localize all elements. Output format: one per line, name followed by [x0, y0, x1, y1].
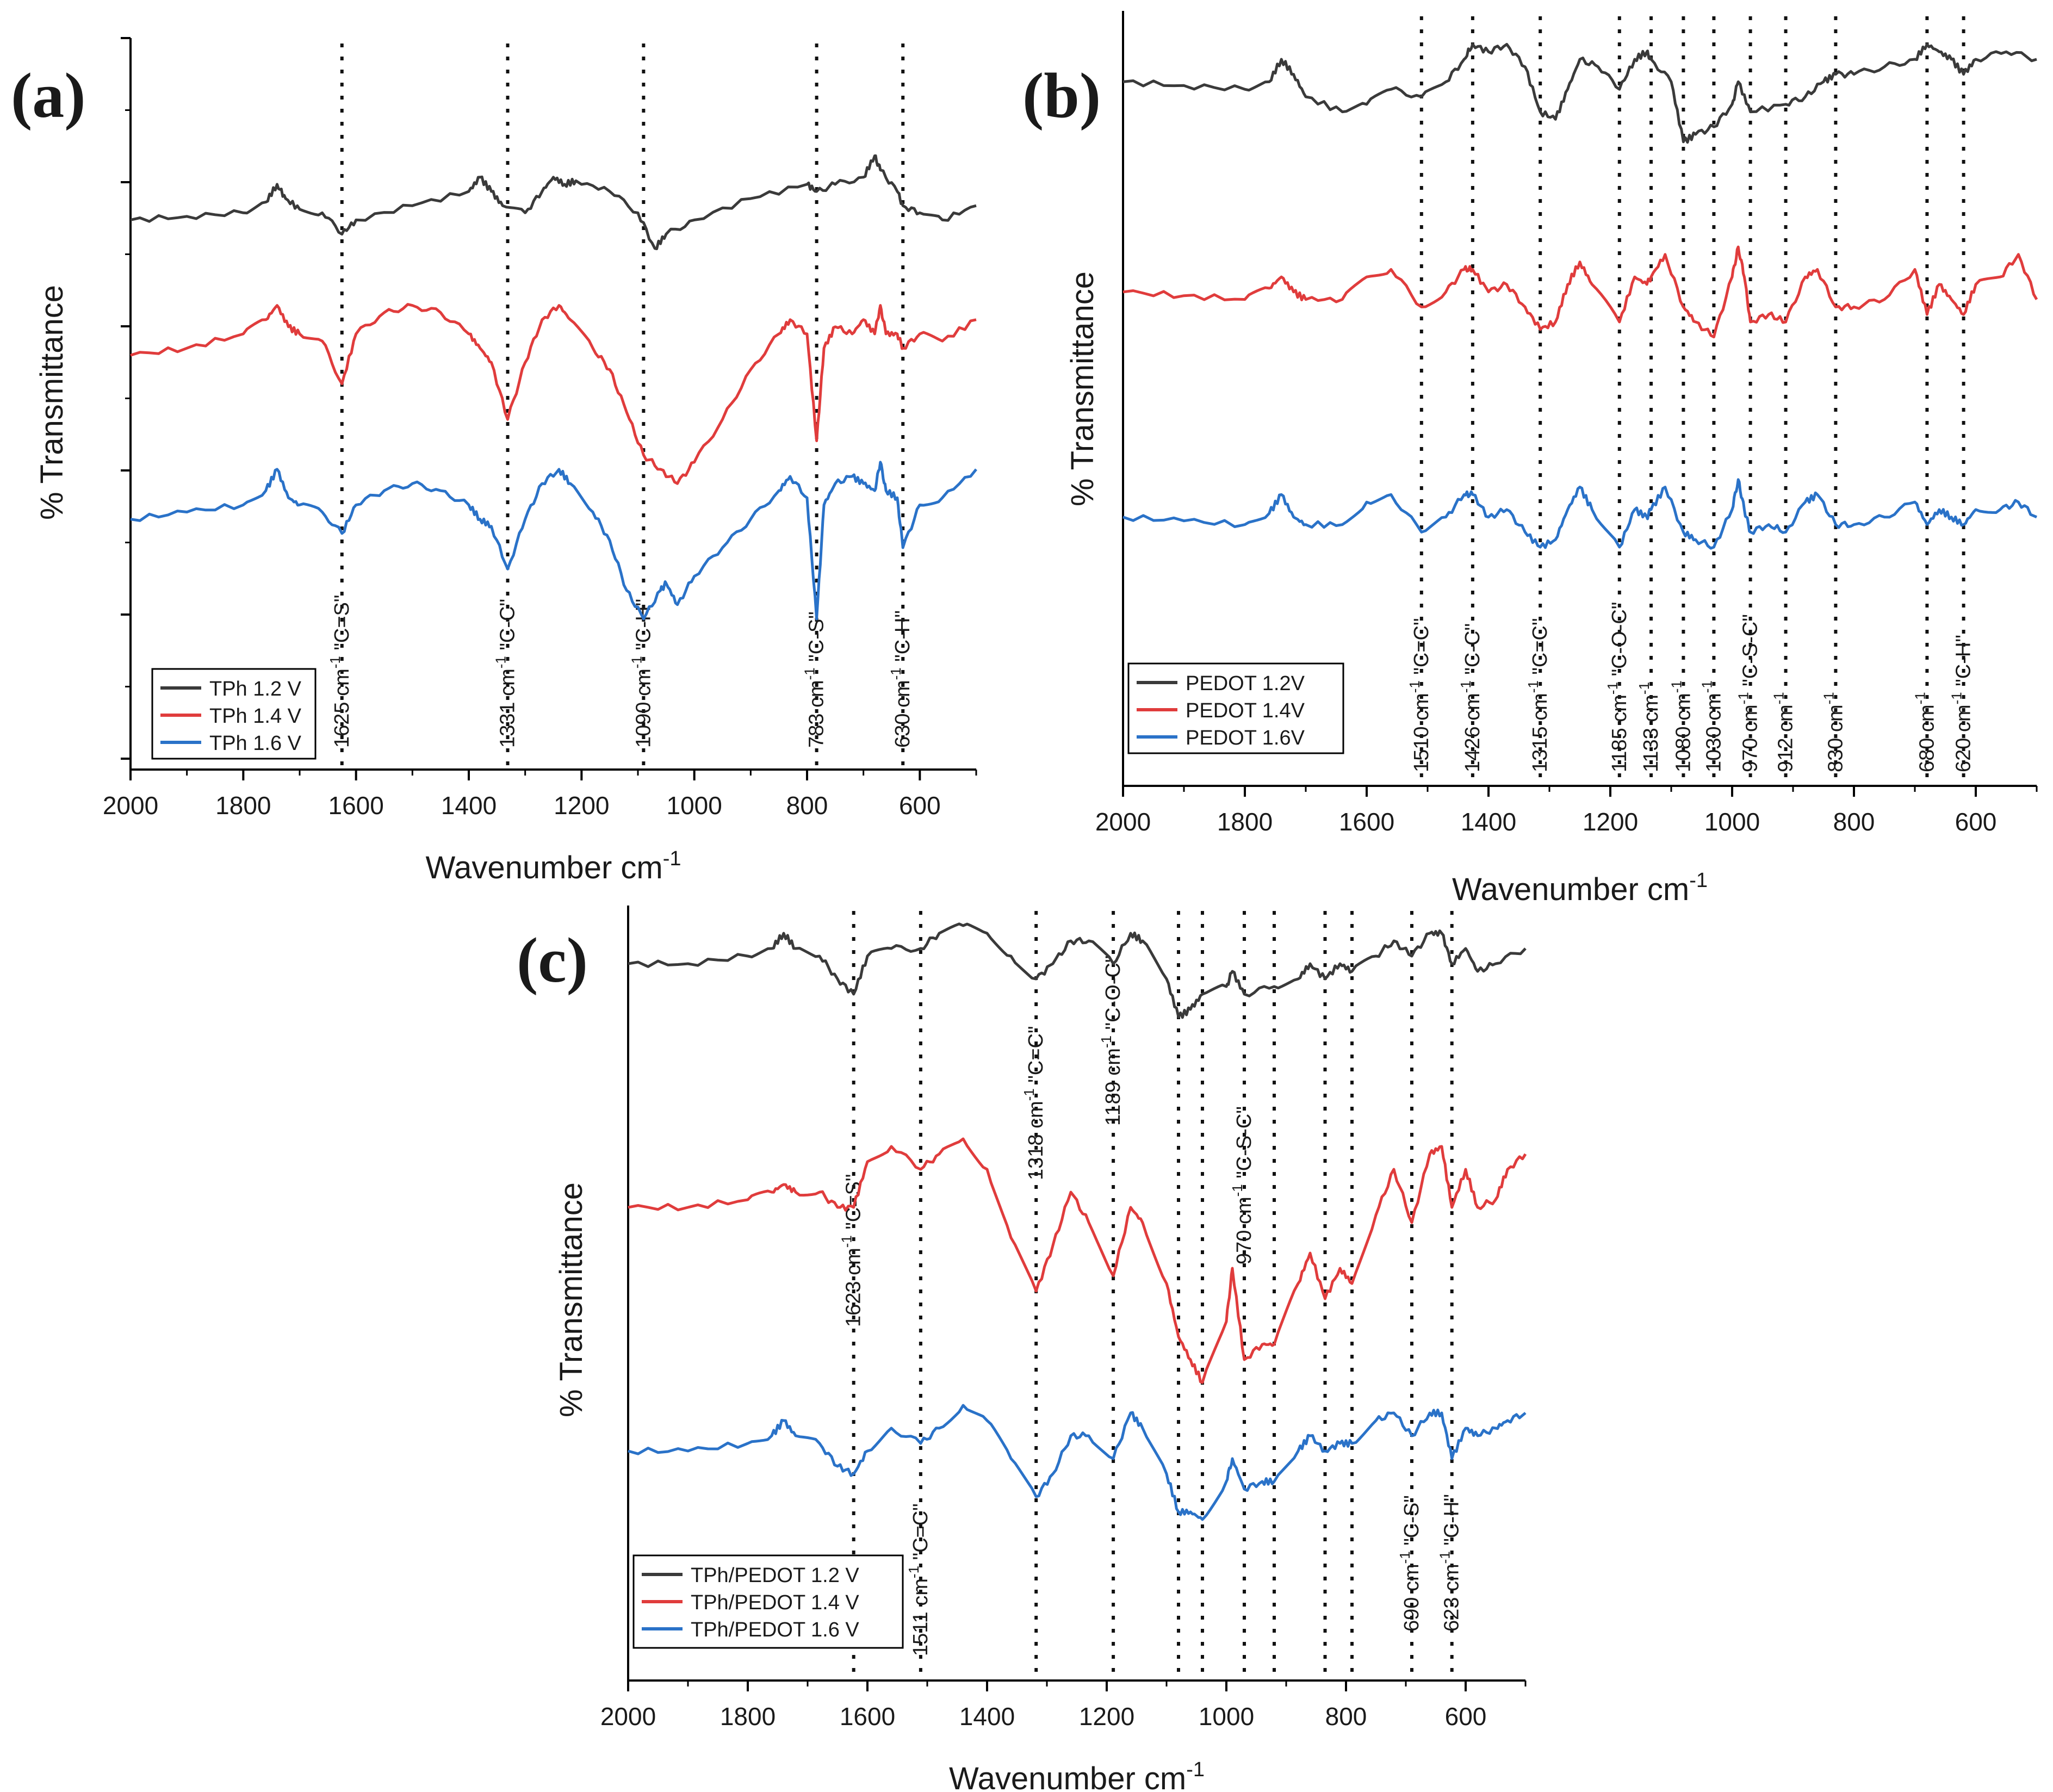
x-tick-label: 800 [1325, 1702, 1367, 1731]
legend-label: PEDOT 1.2V [1186, 672, 1305, 695]
peak-annotation: 1080 cm-1 [1668, 680, 1695, 772]
peak-annotation: 970 cm-1 "C-S-C" [1229, 1106, 1256, 1264]
x-tick-label: 2000 [600, 1702, 656, 1731]
peak-annotation: 830 cm-1 [1820, 692, 1847, 772]
panel-b: 2000 1800 1600 1400 1200 1000 800 600 1510 cm-1 … [1022, 11, 2038, 907]
x-tick-label: 1000 [666, 791, 722, 820]
x-tick-label: 800 [786, 791, 828, 820]
peak-annotation: 623 cm-1 "C-H" [1437, 1494, 1463, 1632]
peak-annotation: 1623 cm-1 "C=S" [839, 1174, 865, 1327]
series-line-3 [628, 1404, 1527, 1521]
panel-letter: (b) [1022, 60, 1101, 131]
peak-annotation: 1318 cm-1 "C=C" [1021, 1026, 1047, 1181]
series-line-1 [130, 154, 977, 250]
y-axis-label: % Transmittance [1065, 271, 1100, 506]
series-line-1 [1122, 42, 2037, 144]
peak-annotation: 1185 cm-1 "C-O-C" [1604, 602, 1631, 772]
x-axis-label: Wavenumber cm-1 [949, 1758, 1205, 1792]
legend-label: TPh 1.2 V [209, 678, 302, 700]
legend-label: TPh/PEDOT 1.4 V [691, 1591, 859, 1614]
x-tick-label: 1200 [1583, 808, 1638, 836]
x-tick-label: 800 [1833, 808, 1875, 836]
x-tick-label: 600 [1445, 1702, 1487, 1731]
x-tick-label: 1600 [328, 791, 383, 820]
panel-letter: (a) [11, 60, 86, 131]
x-tick-label: 1400 [1461, 808, 1516, 836]
series-line-3 [1122, 478, 2037, 550]
peak-annotation: 1426 cm-1 "C-C" [1457, 623, 1484, 772]
legend-label: TPh/PEDOT 1.2 V [691, 1564, 859, 1587]
x-axis-label: Wavenumber cm-1 [426, 847, 681, 885]
x-tick-label: 1200 [1079, 1702, 1134, 1731]
legend-label: TPh 1.6 V [209, 732, 302, 755]
legend-label: TPh 1.4 V [209, 705, 302, 728]
x-tick-label: 600 [1955, 808, 1997, 836]
x-tick-label: 1600 [1339, 808, 1394, 836]
peak-annotation: 620 cm-1 "C-H" [1949, 635, 1975, 772]
peak-annotation: 1030 cm-1 [1698, 680, 1725, 772]
y-axis-label: % Transmittance [34, 285, 70, 520]
peak-annotation: 783 cm-1 "C-S" [802, 611, 828, 748]
peak-annotation: 1090 cm-1 "C-H" [628, 599, 655, 748]
peak-annotation: 630 cm-1 "C-H" [888, 610, 914, 748]
series-line-2 [628, 1137, 1527, 1384]
peak-annotation: 1510 cm-1 "C=C" [1406, 618, 1433, 773]
peak-annotation: 1315 cm-1 "C=C" [1525, 618, 1552, 773]
legend-label: PEDOT 1.4V [1186, 699, 1305, 722]
x-tick-label: 1000 [1704, 808, 1760, 836]
peak-annotation: 680 cm-1 [1912, 692, 1938, 772]
panel-letter: (c) [517, 925, 588, 996]
peak-annotation: 970 cm-1 "C-S-C" [1735, 614, 1762, 772]
peak-annotation: 1331 cm-1 "C-C" [493, 599, 519, 748]
x-tick-label: 1800 [215, 791, 271, 820]
x-tick-label: 1000 [1199, 1702, 1254, 1731]
x-tick-label: 1600 [840, 1702, 895, 1731]
peak-annotation: 1511 cm-1 "C=C" [905, 1503, 932, 1656]
peak-annotation: 1625 cm-1 "C=S" [327, 595, 353, 748]
series-line-2 [130, 303, 977, 485]
x-tick-label: 1200 [554, 791, 609, 820]
peak-annotation: 690 cm-1 "C-S" [1397, 1495, 1423, 1632]
peak-annotation: 1133 cm-1 [1636, 682, 1663, 772]
x-tick-label: 2000 [103, 791, 158, 820]
series-line-3 [130, 461, 977, 621]
x-axis-label: Wavenumber cm-1 [1452, 869, 1708, 907]
x-tick-label: 1800 [720, 1702, 776, 1731]
series-line-2 [1122, 245, 2038, 339]
panel-a: 2000 1800 1600 1400 1200 1000 800 600 1625 cm-1 … [11, 37, 977, 885]
x-tick-label: 600 [899, 791, 941, 820]
x-tick-label: 1800 [1217, 808, 1273, 836]
legend-label: PEDOT 1.6V [1186, 727, 1305, 749]
series-line-1 [628, 922, 1527, 1019]
panel-c: 2000 1800 1600 1400 1200 1000 800 600 1623 cm-1 … [517, 906, 1527, 1792]
peak-annotation: 1189 cm-1 "C-O-C" [1098, 956, 1125, 1126]
y-axis-label: % Transmittance [554, 1182, 589, 1417]
x-tick-label: 1400 [959, 1702, 1015, 1731]
legend-label: TPh/PEDOT 1.6 V [691, 1619, 859, 1641]
peak-annotation: 912 cm-1 [1771, 692, 1797, 772]
x-tick-label: 2000 [1095, 808, 1151, 836]
x-tick-label: 1400 [441, 791, 497, 820]
